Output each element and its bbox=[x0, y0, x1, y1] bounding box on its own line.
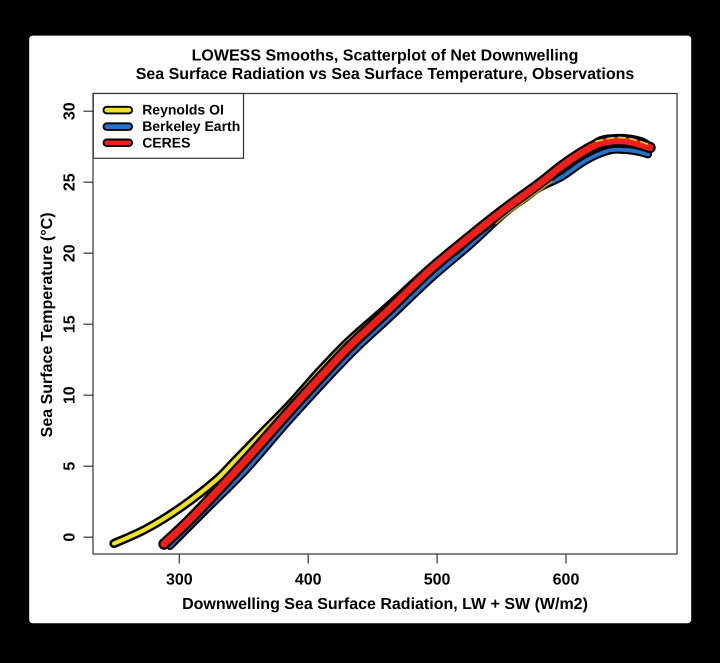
svg-text:10: 10 bbox=[62, 386, 79, 404]
svg-text:400: 400 bbox=[295, 572, 322, 589]
svg-text:CERES: CERES bbox=[142, 134, 190, 150]
svg-text:25: 25 bbox=[62, 173, 79, 191]
svg-text:20: 20 bbox=[62, 244, 79, 262]
svg-text:30: 30 bbox=[62, 102, 79, 120]
svg-text:Downwelling Sea Surface Radiat: Downwelling Sea Surface Radiation, LW + … bbox=[182, 596, 588, 613]
svg-text:600: 600 bbox=[553, 572, 580, 589]
svg-text:5: 5 bbox=[62, 462, 79, 471]
svg-text:500: 500 bbox=[424, 572, 451, 589]
svg-text:Sea Surface Temperature (°C): Sea Surface Temperature (°C) bbox=[39, 212, 56, 437]
svg-text:300: 300 bbox=[166, 572, 193, 589]
svg-text:Reynolds OI: Reynolds OI bbox=[142, 102, 224, 118]
svg-text:LOWESS Smooths, Scatterplot of: LOWESS Smooths, Scatterplot of Net Downw… bbox=[192, 48, 579, 65]
svg-text:Berkeley Earth: Berkeley Earth bbox=[142, 118, 240, 134]
svg-text:Sea Surface Radiation vs Sea S: Sea Surface Radiation vs Sea Surface Tem… bbox=[136, 66, 635, 83]
svg-text:0: 0 bbox=[62, 533, 79, 542]
svg-text:15: 15 bbox=[62, 315, 79, 333]
